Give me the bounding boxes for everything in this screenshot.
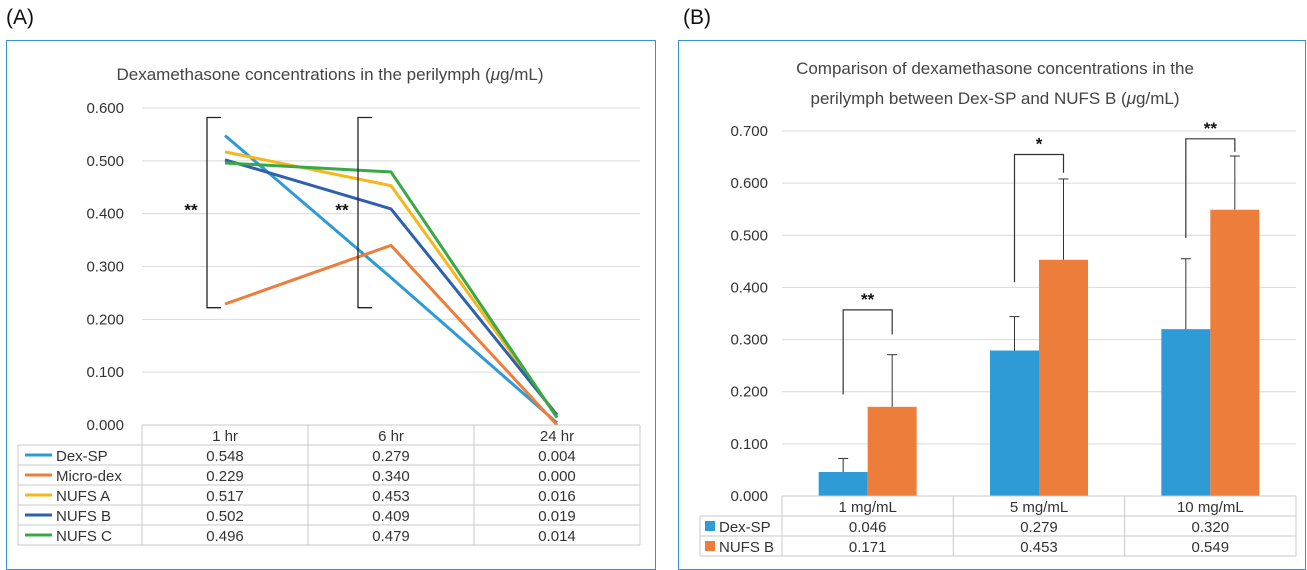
chart-b-bar-nufs-b	[1039, 259, 1088, 496]
chart-a-data-label: 0.279	[372, 448, 410, 465]
chart-a-ytick-label: 0.400	[86, 206, 124, 223]
chart-a-data-label: 0.517	[206, 488, 244, 505]
chart-a-ytick-label: 0.500	[86, 153, 124, 170]
chart-a-series-line-dex-sp	[224, 134, 558, 425]
chart-a-legend-label: Dex-SP	[56, 448, 108, 465]
chart-a-data-label: 0.019	[538, 508, 576, 525]
chart-a-significance-label: **	[335, 201, 349, 220]
chart-a-series-line-micro-dex	[224, 243, 559, 427]
chart-b-significance-label: **	[861, 290, 875, 309]
chart-a-ytick-label: 0.000	[86, 417, 124, 434]
chart-b-title-line2: perilymph between Dex-SP and NUFS B (μg/…	[810, 89, 1179, 108]
chart-b-data-label: 0.320	[1192, 519, 1230, 536]
chart-a-category-label: 24 hr	[540, 428, 574, 445]
chart-a-data-label: 0.479	[372, 528, 410, 545]
chart-b-bar-dex-sp	[990, 350, 1039, 496]
chart-b-legend-swatch	[705, 541, 715, 551]
chart-a-series-line-nufs-c	[224, 161, 559, 419]
chart-a-data-label: 0.340	[372, 468, 410, 485]
chart-a-ytick-label: 0.100	[86, 364, 124, 381]
chart-b-legend-label: Dex-SP	[719, 519, 771, 536]
chart-b-significance-bracket	[1013, 153, 1065, 283]
chart-b-ytick-label: 0.400	[730, 279, 768, 296]
chart-b-significance-bracket	[1185, 138, 1236, 238]
chart-a-frame	[6, 40, 656, 570]
chart-a-data-label: 0.004	[538, 448, 576, 465]
chart-b-bar-dex-sp	[818, 472, 868, 496]
chart-b-ytick-label: 0.200	[730, 384, 768, 401]
panel-label-b: (B)	[683, 6, 711, 29]
chart-b-ytick-label: 0.100	[730, 436, 768, 453]
chart-a-significance-label: **	[184, 201, 198, 220]
chart-b-category-label: 10 mg/mL	[1177, 499, 1244, 516]
chart-b-significance-bracket	[842, 309, 893, 395]
chart-a-title: Dexamethasone concentrations in the peri…	[117, 65, 544, 84]
chart-a-data-label: 0.409	[372, 508, 410, 525]
chart-a-data-label: 0.548	[206, 448, 244, 465]
chart-a-category-label: 1 hr	[212, 428, 238, 445]
chart-b-data-label: 0.279	[1020, 519, 1058, 536]
chart-b-significance-label: **	[1204, 119, 1218, 138]
chart-a-ytick-label: 0.600	[86, 100, 124, 117]
chart-b-bar-dex-sp	[1161, 329, 1211, 496]
chart-a-series-line-nufs-a	[224, 150, 559, 418]
chart-b-data-label: 0.453	[1020, 539, 1058, 556]
chart-b-ytick-label: 0.600	[730, 175, 768, 192]
chart-a-ytick-label: 0.300	[86, 259, 124, 276]
chart-a-series-line-nufs-b	[224, 158, 559, 416]
panel-label-a: (A)	[6, 6, 34, 29]
chart-a-data-label: 0.229	[206, 468, 244, 485]
chart-b-ytick-label: 0.000	[730, 488, 768, 505]
chart-b-ytick-label: 0.500	[730, 227, 768, 244]
chart-a-ytick-label: 0.200	[86, 311, 124, 328]
chart-b-data-label: 0.046	[849, 519, 887, 536]
chart-a-data-label: 0.014	[538, 528, 576, 545]
chart-b-category-label: 5 mg/mL	[1010, 499, 1068, 516]
chart-a-category-label: 6 hr	[378, 428, 404, 445]
chart-a-significance-bracket	[357, 116, 372, 309]
chart-b-legend-swatch	[705, 521, 715, 531]
chart-b-data-label: 0.171	[849, 539, 887, 556]
chart-b-legend-label: NUFS B	[719, 539, 774, 556]
chart-a-legend-label: NUFS B	[56, 508, 111, 525]
chart-a-data-label: 0.496	[206, 528, 244, 545]
chart-b-significance-label: *	[1036, 134, 1043, 153]
chart-a-legend-label: NUFS C	[56, 528, 112, 545]
chart-a-data-label: 0.453	[372, 488, 410, 505]
chart-b-ytick-label: 0.300	[730, 332, 768, 349]
chart-b-bar-nufs-b	[1210, 209, 1260, 496]
chart-a-data-label: 0.502	[206, 508, 244, 525]
chart-a-significance-bracket	[206, 116, 221, 309]
chart-a-legend-label: NUFS A	[56, 488, 110, 505]
chart-b-category-label: 1 mg/mL	[838, 499, 896, 516]
chart-b-data-label: 0.549	[1192, 539, 1230, 556]
chart-b-ytick-label: 0.700	[730, 123, 768, 140]
chart-b-bar-nufs-b	[867, 406, 917, 496]
chart-a-data-label: 0.016	[538, 488, 576, 505]
chart-a-legend-label: Micro-dex	[56, 468, 122, 485]
chart-a-data-label: 0.000	[538, 468, 576, 485]
chart-b-title-line1: Comparison of dexamethasone concentratio…	[796, 59, 1194, 78]
